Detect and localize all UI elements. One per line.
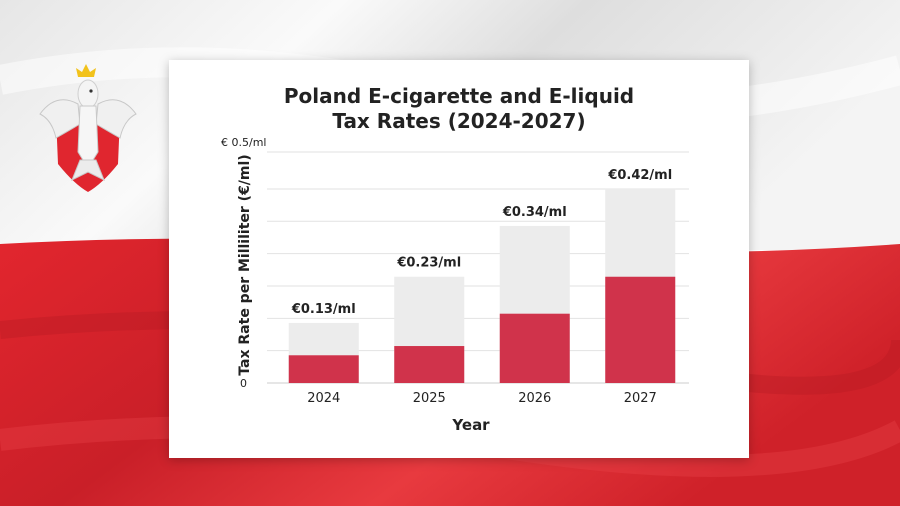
y-axis-label: Tax Rate per Milliliter (€/ml) xyxy=(237,154,253,375)
x-tick-label-2025: 2025 xyxy=(413,391,446,406)
chart-title: Poland E-cigarette and E-liquid Tax Rate… xyxy=(283,84,635,133)
x-tick-label-2026: 2026 xyxy=(518,391,551,406)
data-label-2025: €0.23/ml xyxy=(396,256,461,271)
x-tick-label-2027: 2027 xyxy=(624,391,657,406)
chart-card: Poland E-cigarette and E-liquid Tax Rate… xyxy=(169,60,749,458)
bar-chart: 0 € 0.5/ml €0.13/ml €0.23/ml €0.34/ml €0.42/… xyxy=(221,136,689,434)
bar-fill-2026 xyxy=(499,313,570,383)
bar-fill-2027 xyxy=(605,276,676,383)
data-label-2024: €0.13/ml xyxy=(291,302,356,317)
x-axis-label: Year xyxy=(451,416,490,434)
data-label-2026: €0.34/ml xyxy=(502,205,567,220)
y-tick-label-0: 0 xyxy=(240,377,247,390)
bar-fill-2025 xyxy=(394,346,465,383)
data-label-2027: €0.42/ml xyxy=(607,168,672,183)
white-eagle-emblem-icon xyxy=(39,64,137,192)
bar-fill-2024 xyxy=(288,355,359,383)
y-tick-label-1: € 0.5/ml xyxy=(221,136,266,149)
x-tick-label-2024: 2024 xyxy=(307,391,340,406)
